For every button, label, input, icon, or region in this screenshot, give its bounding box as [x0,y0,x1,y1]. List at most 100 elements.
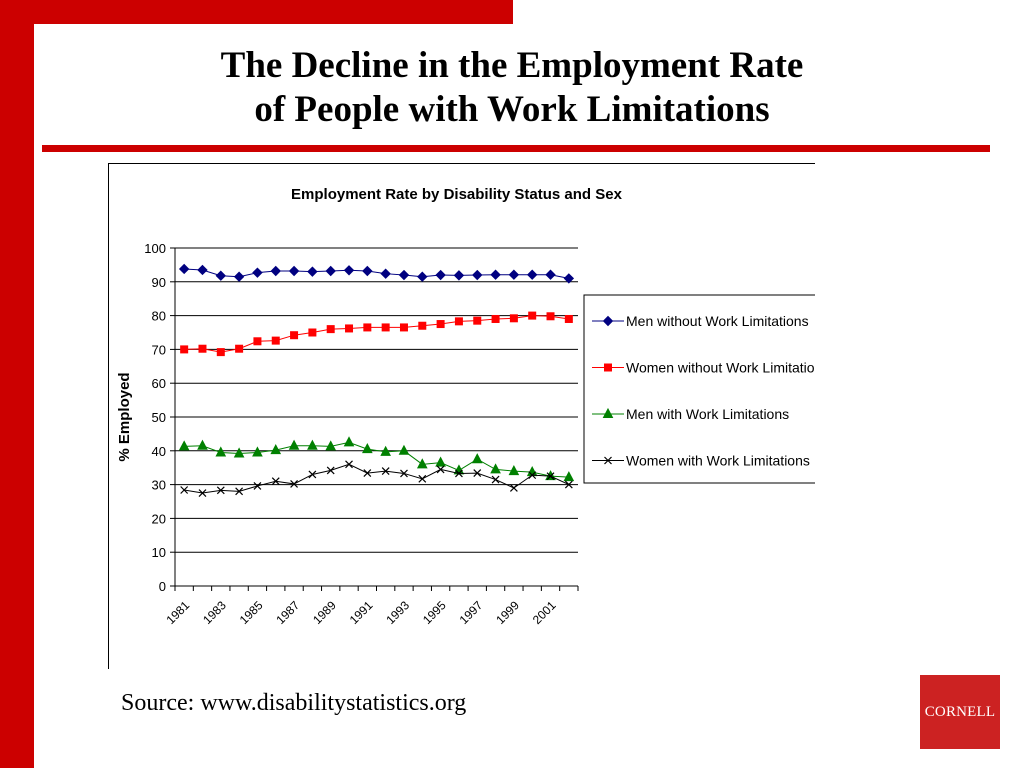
x-tick-label: 2001 [530,598,559,627]
chart-area: Employment Rate by Disability Status and… [108,163,815,669]
data-point-series-1 [288,265,300,277]
y-tick-label: 0 [159,579,166,594]
data-point-series-3 [380,445,391,456]
x-tick-label: 1991 [347,598,376,627]
data-point-series-3 [197,439,208,450]
data-point-series-4 [473,469,482,478]
legend-marker [604,363,612,372]
slide-title: The Decline in the Employment Rate of Pe… [0,44,1024,132]
series-line-3 [184,441,569,478]
data-point-series-4 [400,469,408,478]
data-point-series-2 [308,328,317,337]
data-point-series-2 [436,320,445,329]
series-line-2 [184,315,569,353]
y-tick-label: 30 [152,478,166,493]
line-chart: Employment Rate by Disability Status and… [116,186,815,627]
x-tick-label: 1997 [457,598,486,627]
data-point-series-2 [454,317,463,326]
data-point-series-4 [528,471,537,480]
data-point-series-2 [271,336,280,345]
data-point-series-1 [435,269,446,281]
data-point-series-3 [416,458,428,469]
data-point-series-1 [343,265,355,276]
data-point-series-3 [343,436,355,447]
x-tick-label: 1995 [420,598,449,627]
data-point-series-2 [418,321,427,330]
data-point-series-2 [491,314,500,323]
data-point-series-1 [307,266,318,277]
y-axis-label: % Employed [116,372,133,461]
source-note: Source: www.disabilitystatistics.org [121,690,467,716]
legend-label: Women without Work Limitations [626,360,815,376]
x-tick-label: 1999 [493,598,522,627]
data-point-series-4 [381,467,390,476]
data-point-series-3 [270,444,282,455]
data-point-series-3 [490,463,501,474]
x-tick-label: 1989 [310,598,339,627]
data-point-series-4 [455,469,463,478]
data-point-series-3 [252,446,263,457]
data-point-series-4 [564,480,573,489]
title-divider [42,145,990,152]
data-point-series-2 [473,316,482,325]
data-point-series-4 [326,466,335,475]
y-tick-label: 40 [152,444,166,459]
data-point-series-2 [509,314,518,323]
left-accent-bar [0,0,34,768]
data-point-series-3 [471,453,483,464]
data-point-series-2 [216,348,225,357]
data-point-series-1 [545,269,556,280]
data-point-series-4 [363,469,372,478]
data-point-series-4 [436,465,445,474]
y-tick-label: 90 [152,275,166,290]
data-point-series-4 [491,475,500,484]
data-point-series-1 [508,269,520,280]
chart-title: Employment Rate by Disability Status and… [291,186,623,203]
data-point-series-2 [253,337,262,346]
data-point-series-3 [307,439,318,450]
data-point-series-1 [178,263,190,275]
slide-title-line-1: The Decline in the Employment Rate [220,45,804,86]
data-point-series-1 [490,269,501,280]
data-point-series-2 [528,311,537,320]
data-point-series-3 [435,456,446,467]
data-point-series-3 [215,446,227,457]
x-tick-label: 1993 [383,598,412,627]
data-point-series-1 [270,265,281,277]
data-point-series-4 [216,486,225,495]
legend-box [583,294,815,484]
data-point-series-4 [198,489,207,497]
x-tick-label: 1983 [200,598,229,627]
data-point-series-2 [235,344,244,353]
data-point-series-1 [526,269,538,280]
data-point-series-1 [233,271,245,282]
data-point-series-2 [381,323,390,332]
data-point-series-1 [215,270,227,281]
data-point-series-2 [345,324,354,333]
data-point-series-1 [325,265,336,277]
data-point-series-4 [418,474,427,483]
y-tick-label: 100 [144,241,166,256]
data-point-series-3 [288,439,300,450]
data-point-series-1 [362,265,373,277]
y-tick-label: 80 [152,309,166,324]
data-point-series-1 [563,273,575,284]
legend-label: Men with Work Limitations [626,406,789,422]
data-point-series-1 [453,270,465,281]
y-tick-label: 70 [152,342,166,357]
data-point-series-1 [398,269,410,281]
data-point-series-3 [178,440,190,451]
data-point-series-1 [197,264,208,276]
data-point-series-3 [233,447,245,458]
data-point-series-2 [363,323,372,332]
data-point-series-1 [380,268,391,279]
data-point-series-4 [345,460,353,469]
data-point-series-2 [180,345,189,354]
data-point-series-3 [563,471,575,482]
data-point-series-2 [326,325,335,334]
legend-marker [604,456,612,465]
data-point-series-3 [508,465,520,476]
data-point-series-1 [252,267,263,278]
data-point-series-3 [398,444,410,455]
series-line-4 [184,463,570,494]
